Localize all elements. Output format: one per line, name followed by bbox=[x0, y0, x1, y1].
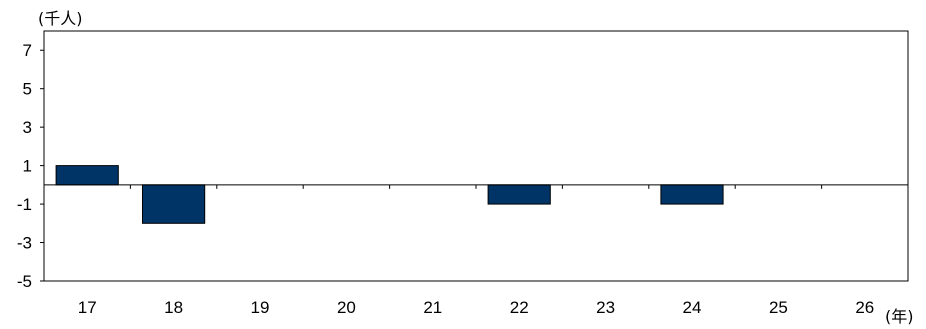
y-tick-label: 1 bbox=[23, 157, 32, 176]
bar-17 bbox=[55, 165, 119, 186]
y-axis-unit-label: (千人) bbox=[38, 9, 83, 28]
y-tick-label: 7 bbox=[23, 41, 32, 60]
x-tick-label: 19 bbox=[251, 298, 270, 317]
bar-22 bbox=[487, 184, 551, 205]
x-tick-label: 20 bbox=[337, 298, 356, 317]
y-tick-label: -5 bbox=[17, 272, 32, 291]
x-tick-label: 24 bbox=[683, 298, 702, 317]
y-tick-label: 3 bbox=[23, 118, 32, 137]
x-tick-label: 21 bbox=[423, 298, 442, 317]
x-tick-label: 22 bbox=[510, 298, 529, 317]
y-tick-label: -3 bbox=[17, 234, 32, 253]
plot-area: 7 5 3 1 -1 -3 -5 17 18 19 20 21 22 23 24 25 26 bbox=[17, 30, 909, 317]
plot-border bbox=[43, 30, 909, 282]
y-tick-label: 5 bbox=[23, 80, 32, 99]
x-tick-label: 26 bbox=[855, 298, 874, 317]
x-tick-label: 23 bbox=[596, 298, 615, 317]
bar-24 bbox=[660, 184, 724, 205]
y-tick-label: -1 bbox=[17, 195, 32, 214]
x-tick-label: 25 bbox=[769, 298, 788, 317]
x-tick-label: 18 bbox=[164, 298, 183, 317]
bar-18 bbox=[141, 184, 206, 224]
x-tick-label: 17 bbox=[78, 298, 97, 317]
x-axis-unit-label: (年) bbox=[885, 307, 914, 326]
